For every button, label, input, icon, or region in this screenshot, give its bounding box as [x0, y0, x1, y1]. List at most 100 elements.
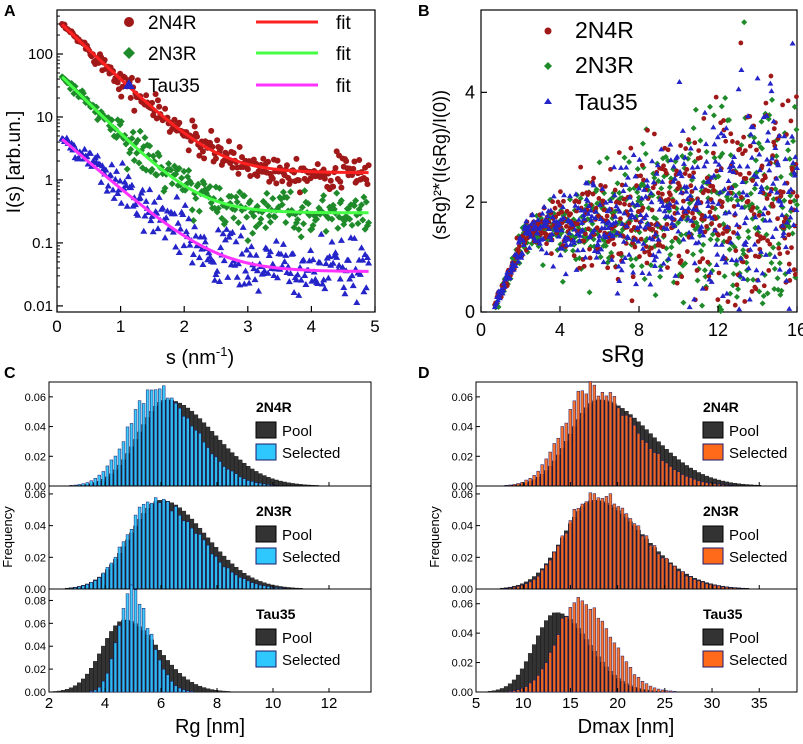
point-b-tau35 [638, 195, 645, 201]
selected-bar [624, 661, 629, 693]
selected-bar [604, 395, 609, 487]
point-b-2n3r [785, 147, 792, 154]
point-2n3r [283, 193, 291, 201]
legend-selected-swatch [702, 547, 724, 565]
selected-bar [154, 497, 158, 590]
point-tau35 [108, 161, 116, 168]
selected-bar [202, 441, 206, 487]
legend-pool-label: Pool [729, 527, 759, 544]
selected-bar [540, 464, 544, 487]
point-b-tau35 [613, 230, 620, 236]
panel-b-ylabel: (sRg)²*(I(sRg)/I(0)) [430, 90, 450, 240]
point-tau35 [159, 204, 167, 211]
selected-bar [93, 689, 97, 693]
selected-bar [540, 668, 544, 693]
selected-bar [560, 535, 564, 590]
point-b-tau35 [715, 200, 722, 206]
selected-bar [689, 477, 693, 487]
point-2n3r [295, 226, 303, 234]
point-b-2n3r [771, 285, 778, 292]
point-b-tau35 [691, 260, 698, 266]
selected-bar [105, 567, 110, 590]
point-tau35 [362, 284, 370, 291]
pool-bar [503, 686, 509, 693]
point-b-2n4r [711, 188, 717, 193]
point-b-2n4r [719, 199, 725, 205]
point-b-tau35 [771, 253, 778, 259]
point-b-2n4r [715, 297, 721, 303]
selected-bar [701, 581, 705, 590]
point-2n4r [185, 147, 192, 154]
point-2n3r [263, 189, 271, 197]
selected-bar [202, 539, 206, 590]
selected-bar [129, 529, 134, 590]
selected-bar [524, 479, 528, 487]
selected-bar [664, 557, 669, 590]
point-tau35 [285, 278, 293, 285]
selected-bar [178, 407, 182, 487]
selected-bar [560, 617, 564, 693]
point-b-2n3r [665, 157, 672, 164]
selected-bar [652, 687, 657, 693]
selected-bar [693, 579, 697, 590]
point-b-tau35 [691, 296, 698, 302]
point-tau35 [155, 193, 163, 200]
legend-pool-label: Pool [282, 423, 312, 440]
selected-bar [580, 390, 584, 487]
point-b-tau35 [710, 172, 717, 178]
x-tick-label-a: 3 [243, 317, 252, 336]
point-tau35 [118, 159, 126, 166]
selected-bar [608, 636, 613, 693]
selected-bar [568, 607, 572, 693]
point-b-tau35 [725, 177, 732, 183]
legend-fit-tau35-label: fit [336, 76, 352, 97]
point-b-2n3r [730, 270, 737, 277]
point-b-tau35 [791, 172, 798, 178]
point-b-2n3r [709, 231, 716, 238]
point-2n3r [117, 118, 125, 126]
point-b-2n3r [719, 150, 726, 157]
point-b-2n4r [754, 147, 759, 153]
point-tau35 [139, 186, 147, 193]
point-2n3r [301, 187, 309, 195]
point-b-tau35 [538, 246, 545, 252]
point-b-tau35 [626, 251, 633, 257]
point-b-2n3r [714, 236, 721, 243]
point-b-tau35 [701, 109, 708, 115]
legend-selected-label: Selected [729, 445, 787, 462]
point-b-tau35 [674, 209, 681, 215]
point-b-tau35 [640, 240, 647, 246]
point-b-tau35 [698, 223, 705, 229]
point-b-2n3r [750, 276, 757, 283]
point-tau35 [337, 236, 345, 243]
selected-bar [600, 392, 605, 487]
point-tau35 [253, 267, 261, 274]
point-b-2n4r [611, 241, 617, 247]
pool-bar [60, 690, 66, 693]
point-b-tau35 [585, 203, 592, 209]
point-b-tau35 [656, 206, 663, 212]
point-b-tau35 [591, 247, 598, 253]
point-tau35 [148, 212, 156, 219]
pool-bar [85, 673, 90, 693]
point-b-2n3r [701, 267, 708, 274]
point-b-tau35 [685, 205, 692, 211]
point-b-tau35 [553, 218, 560, 224]
selected-bar [206, 447, 210, 487]
point-b-2n4r [651, 131, 657, 137]
selected-bar [668, 466, 673, 487]
point-b-tau35 [569, 221, 576, 227]
x-tick-label-a: 4 [307, 317, 316, 336]
point-tau35 [116, 177, 124, 184]
point-b-tau35 [512, 262, 519, 268]
point-b-tau35 [627, 206, 634, 212]
selected-bar [198, 534, 202, 590]
point-b-tau35 [684, 196, 691, 202]
selected-bar [620, 655, 625, 693]
point-b-2n4r [764, 196, 770, 201]
point-tau35 [97, 178, 105, 185]
pool-bar [278, 480, 283, 487]
point-b-tau35 [792, 154, 799, 160]
point-b-tau35 [756, 167, 763, 173]
selected-bar [636, 433, 641, 487]
